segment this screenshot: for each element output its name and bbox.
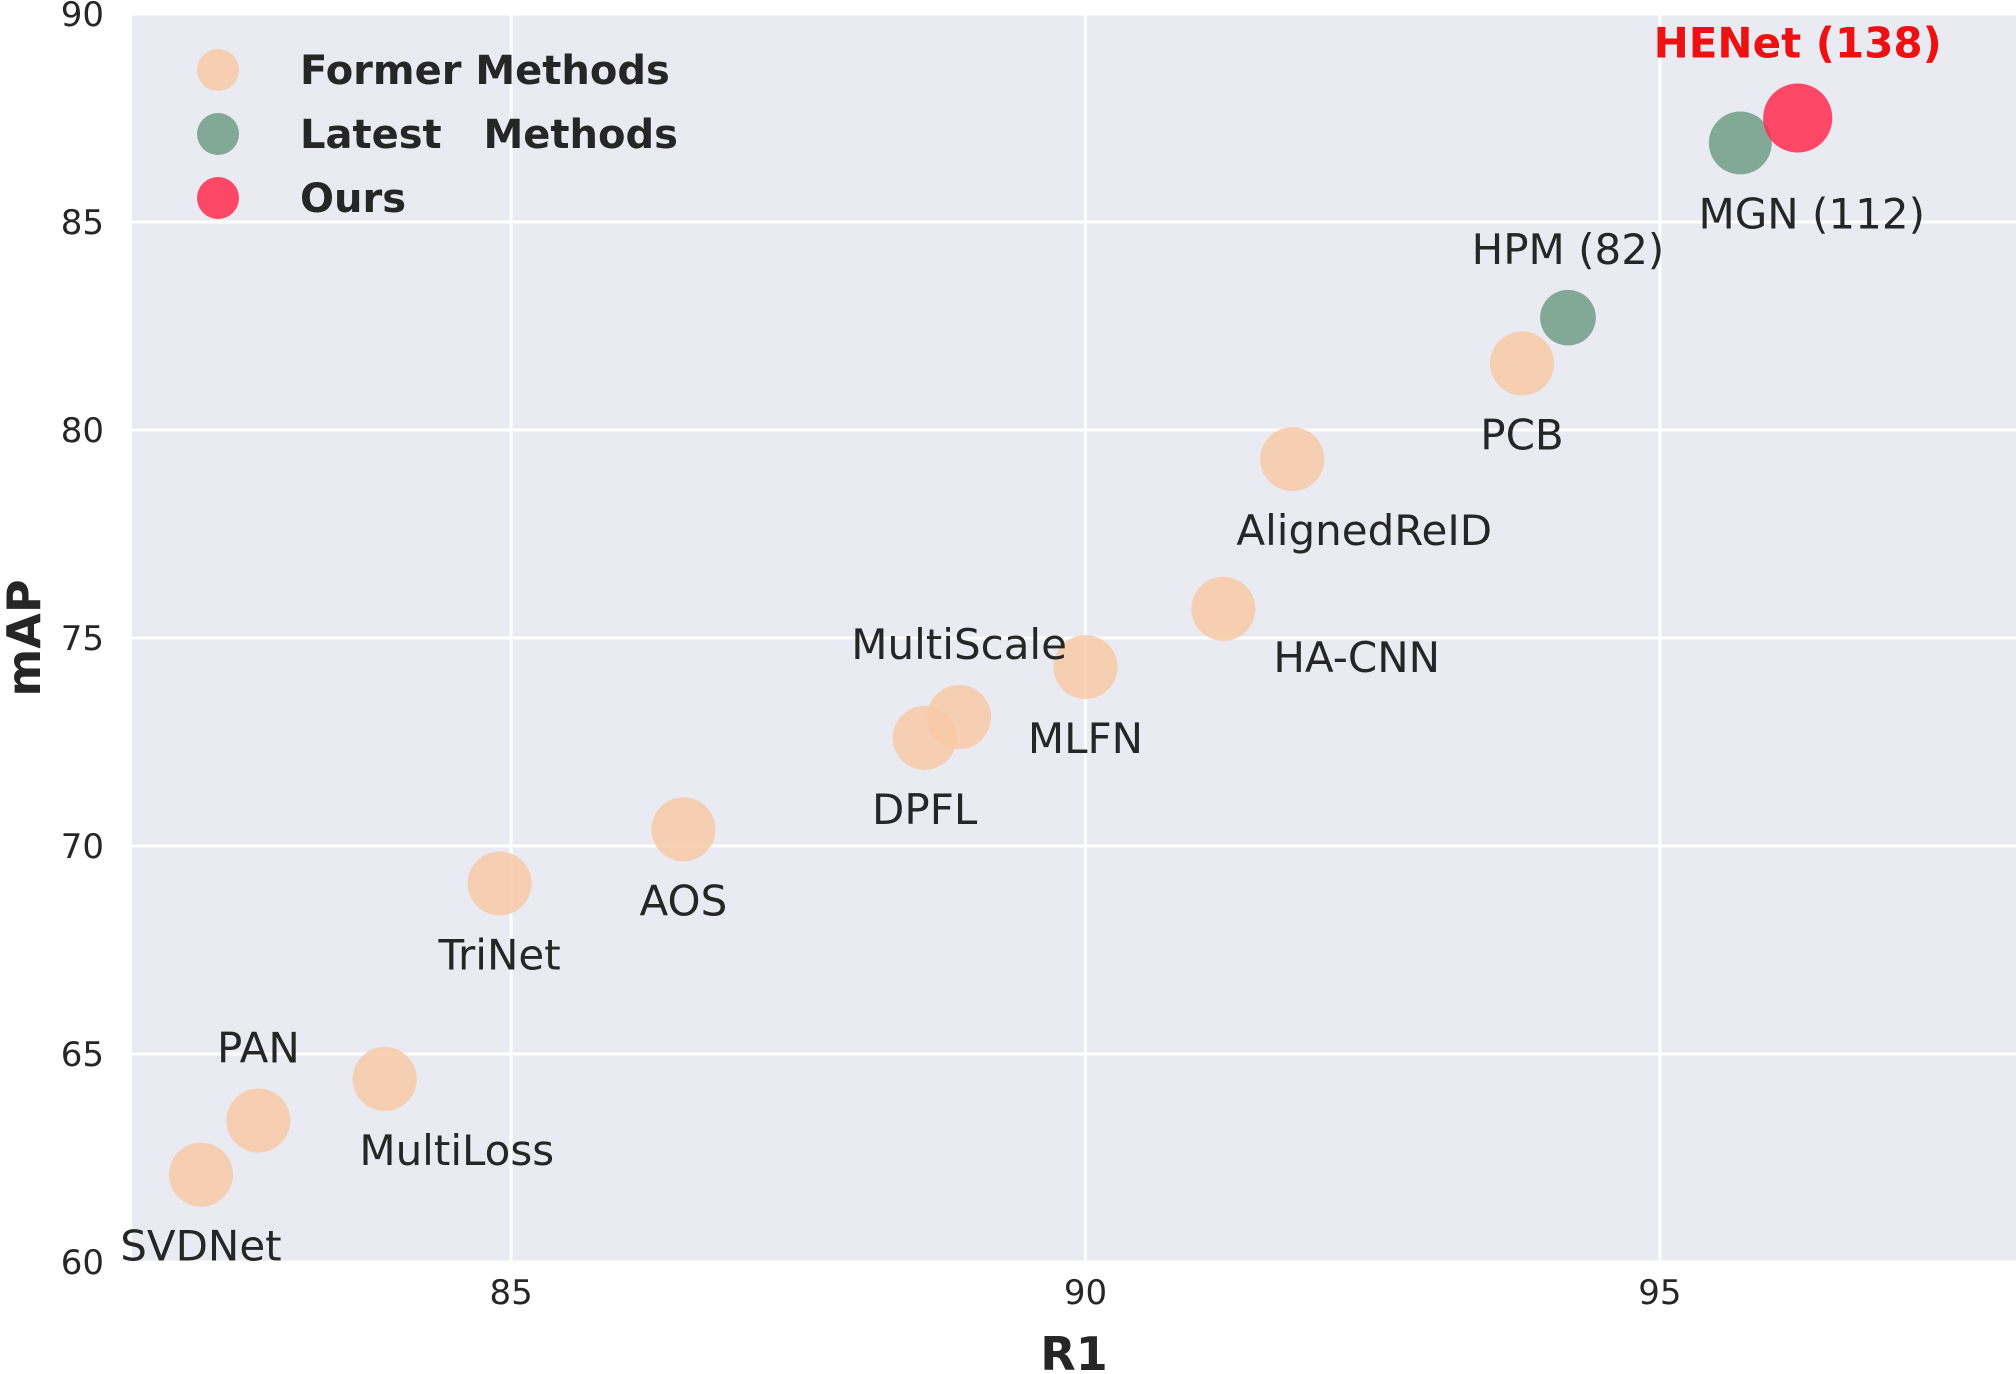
data-point bbox=[1053, 635, 1118, 700]
y-axis-ticks: 60 65 70 75 80 85 90 bbox=[61, 0, 104, 1283]
point-label: SVDNet bbox=[120, 1222, 281, 1271]
point-label: MLFN bbox=[1028, 714, 1143, 763]
point-label: MultiScale bbox=[851, 620, 1067, 669]
y-tick-label: 70 bbox=[61, 827, 104, 867]
y-tick-label: 85 bbox=[61, 203, 104, 243]
point-label: MultiLoss bbox=[359, 1126, 554, 1175]
data-point bbox=[226, 1088, 291, 1153]
x-tick-label: 95 bbox=[1638, 1273, 1681, 1313]
point-label: HENet (138) bbox=[1654, 18, 1942, 67]
data-point bbox=[1763, 83, 1833, 153]
point-label: AOS bbox=[640, 876, 728, 925]
point-label: AlignedReID bbox=[1236, 506, 1492, 555]
legend-label: Latest Methods bbox=[300, 112, 678, 158]
y-tick-label: 90 bbox=[61, 0, 104, 35]
data-point bbox=[1490, 331, 1555, 396]
x-axis-ticks: 85 90 95 bbox=[489, 1273, 1681, 1313]
point-label: PCB bbox=[1480, 410, 1563, 459]
point-label: HPM (82) bbox=[1472, 225, 1665, 274]
data-point bbox=[1191, 576, 1256, 641]
point-label: TriNet bbox=[438, 930, 561, 979]
point-label: PAN bbox=[217, 1024, 300, 1073]
data-point bbox=[168, 1142, 233, 1207]
legend-marker bbox=[197, 177, 239, 219]
data-point bbox=[352, 1046, 417, 1111]
y-tick-label: 80 bbox=[61, 411, 104, 451]
y-axis-label: mAP bbox=[0, 579, 51, 696]
data-points bbox=[168, 83, 1833, 1207]
point-label: HA-CNN bbox=[1273, 633, 1440, 682]
legend-label: Former Methods bbox=[300, 48, 670, 94]
point-labels: SVDNet PAN MultiLoss TriNet AOS DPFL MultiScal… bbox=[120, 18, 1942, 1270]
data-point bbox=[927, 685, 992, 750]
x-tick-label: 85 bbox=[489, 1273, 532, 1313]
legend-marker bbox=[197, 113, 239, 155]
legend: Former Methods Latest Methods Ours bbox=[197, 48, 678, 222]
data-point bbox=[1708, 111, 1772, 175]
y-tick-label: 65 bbox=[61, 1035, 104, 1075]
data-point bbox=[1540, 289, 1596, 346]
point-label: DPFL bbox=[872, 785, 978, 834]
data-point bbox=[651, 797, 716, 862]
y-tick-label: 60 bbox=[61, 1243, 104, 1283]
point-label: MGN (112) bbox=[1698, 189, 1925, 238]
legend-label: Ours bbox=[300, 176, 406, 222]
data-point bbox=[1260, 427, 1325, 492]
y-tick-label: 75 bbox=[61, 619, 104, 659]
data-point bbox=[467, 851, 532, 916]
legend-marker bbox=[197, 49, 239, 91]
x-axis-label: R1 bbox=[1040, 1327, 1107, 1374]
x-tick-label: 90 bbox=[1064, 1273, 1107, 1313]
